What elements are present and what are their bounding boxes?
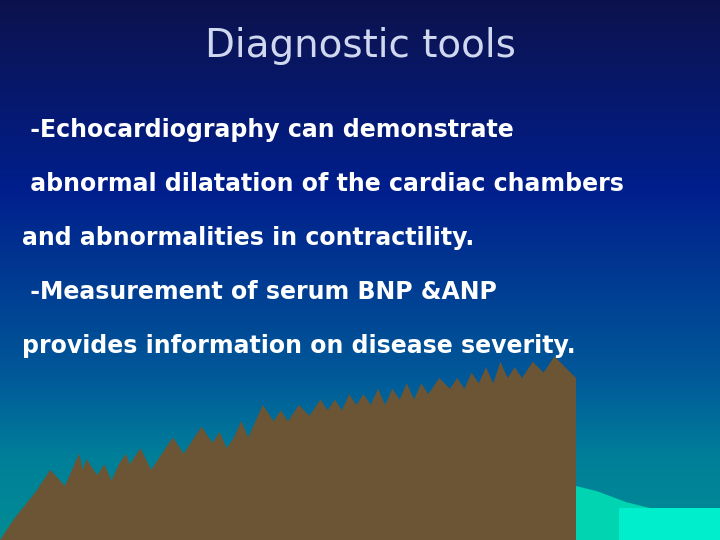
Polygon shape [619,508,720,540]
Text: Diagnostic tools: Diagnostic tools [204,27,516,65]
Text: and abnormalities in contractility.: and abnormalities in contractility. [22,226,474,249]
Text: provides information on disease severity.: provides information on disease severity… [22,334,575,357]
Text: -Echocardiography can demonstrate: -Echocardiography can demonstrate [22,118,513,141]
Polygon shape [576,486,720,540]
Text: abnormal dilatation of the cardiac chambers: abnormal dilatation of the cardiac chamb… [22,172,624,195]
Text: -Measurement of serum BNP &ANP: -Measurement of serum BNP &ANP [22,280,497,303]
Polygon shape [0,356,720,540]
